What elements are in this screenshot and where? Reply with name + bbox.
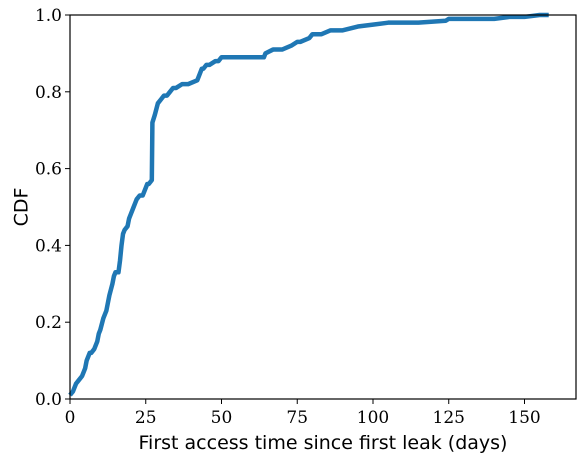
y-tick-label: 1.0: [35, 6, 62, 26]
plot-frame: [69, 14, 577, 400]
x-axis-ticks: 0 25 50 75 100 125 150: [65, 399, 541, 428]
x-tick-label: 125: [433, 408, 465, 428]
x-tick-label: 25: [135, 408, 157, 428]
y-axis-label: CDF: [11, 188, 33, 227]
y-tick-label: 0.6: [35, 160, 62, 180]
y-tick-label: 0.2: [35, 313, 62, 333]
x-tick-label: 50: [211, 408, 233, 428]
x-axis-label: First access time since first leak (days…: [139, 432, 508, 454]
x-tick-label: 0: [65, 408, 76, 428]
x-tick-label: 150: [508, 408, 540, 428]
y-tick-label: 0.0: [35, 390, 62, 410]
x-tick-label: 75: [286, 408, 308, 428]
y-axis-ticks: 0.0 0.2 0.4 0.6 0.8 1.0: [35, 6, 70, 410]
y-tick-label: 0.4: [35, 236, 62, 256]
x-tick-label: 100: [357, 408, 389, 428]
y-tick-label: 0.8: [35, 83, 62, 103]
series-line: [68, 12, 549, 397]
